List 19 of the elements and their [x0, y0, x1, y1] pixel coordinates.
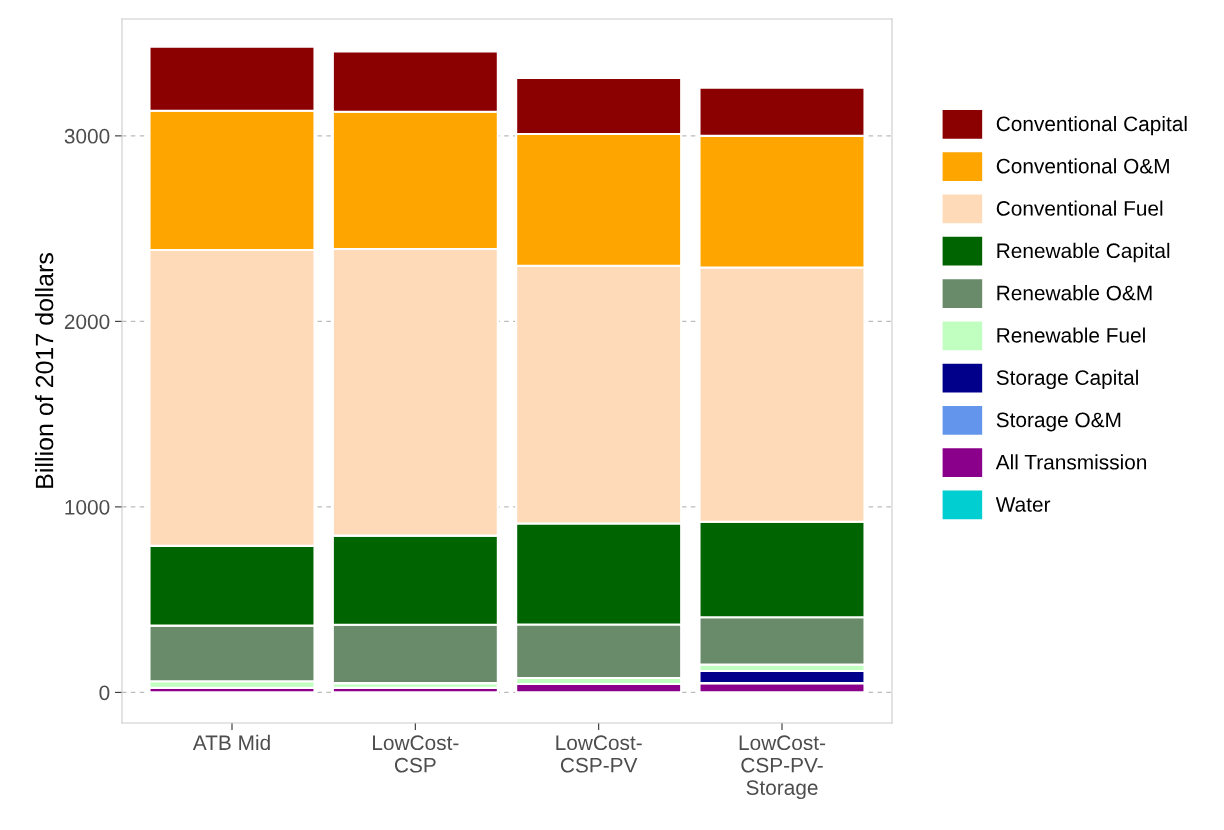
y-tick-label: 0 — [99, 685, 110, 701]
y-tick-label: 2000 — [64, 314, 110, 330]
legend-label: Renewable O&M — [997, 285, 1152, 301]
y-tick-label: 3000 — [64, 128, 110, 144]
x-tick-label: LowCost- CSP-PV- Storage — [739, 735, 826, 800]
x-tick-label: LowCost- CSP-PV — [556, 735, 642, 773]
x-tick-label: LowCost- CSP — [373, 735, 459, 773]
x-tick-label: ATB Mid — [192, 734, 270, 751]
legend-label: Conventional O&M — [996, 158, 1169, 174]
legend-label: Storage Capital — [996, 369, 1138, 390]
legend-label: Renewable Fuel — [997, 327, 1145, 343]
y-axis-title: Billion of 2017 dollars — [34, 253, 54, 488]
legend-label: Water — [995, 497, 1051, 512]
legend-label: Conventional Capital — [996, 115, 1187, 136]
legend-label: All Transmission — [995, 454, 1147, 470]
legend-label: Conventional Fuel — [996, 200, 1163, 216]
y-tick-label: 1000 — [65, 499, 110, 515]
legend-label: Renewable Capital — [997, 242, 1170, 263]
legend-label: Storage O&M — [996, 412, 1121, 432]
